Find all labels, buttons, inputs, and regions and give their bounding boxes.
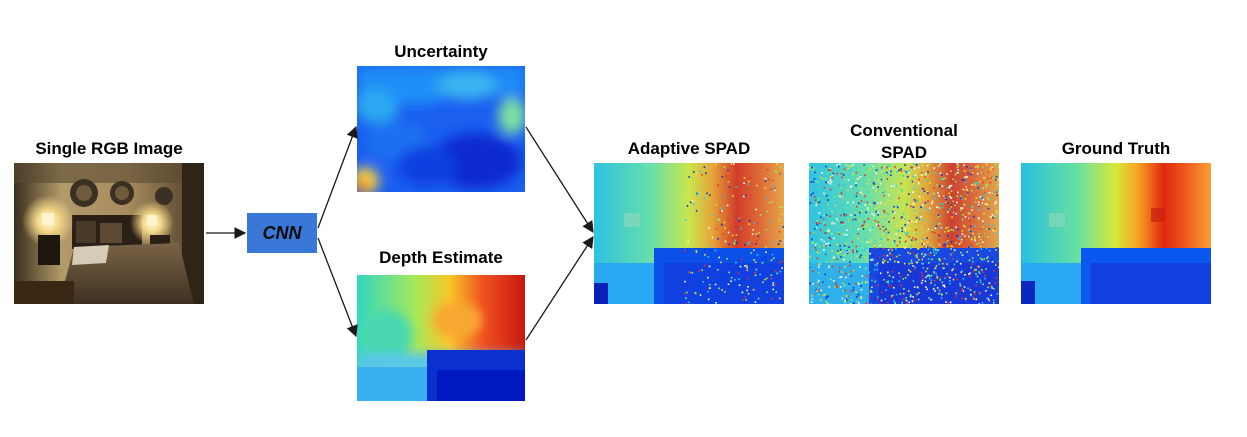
conventional-spad-map: [809, 163, 999, 304]
depth-estimate-map: [357, 275, 525, 401]
rgb-image: [14, 163, 204, 304]
adaptive-spad-label: Adaptive SPAD: [627, 139, 751, 158]
uncertainty-map: [357, 66, 525, 192]
ground-truth-map: [1021, 163, 1211, 304]
conventional-spad-label-line1: Conventional: [850, 121, 958, 140]
rgb-image-label: Single RGB Image: [35, 139, 183, 158]
conventional-noise: [809, 163, 999, 304]
uncertainty-label: Uncertainty: [394, 42, 488, 61]
arrow-depth-to-spad: [525, 236, 594, 341]
cnn-label: CNN: [262, 222, 302, 243]
adaptive-noise: [684, 163, 784, 304]
arrow-cnn-to-depth: [317, 237, 358, 338]
depth-estimate-label: Depth Estimate: [379, 248, 503, 267]
conventional-spad-label-line2: SPAD: [881, 143, 927, 162]
ground-truth-label: Ground Truth: [1061, 139, 1171, 158]
arrow-uncertainty-to-spad: [525, 126, 594, 233]
adaptive-spad-map: [594, 163, 784, 304]
arrow-cnn-to-uncertainty: [317, 125, 358, 229]
cnn-block: CNN: [247, 213, 317, 253]
